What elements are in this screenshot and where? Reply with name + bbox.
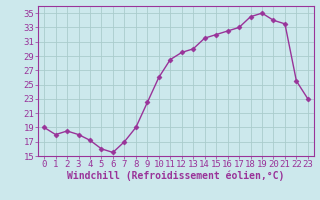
X-axis label: Windchill (Refroidissement éolien,°C): Windchill (Refroidissement éolien,°C) (67, 171, 285, 181)
